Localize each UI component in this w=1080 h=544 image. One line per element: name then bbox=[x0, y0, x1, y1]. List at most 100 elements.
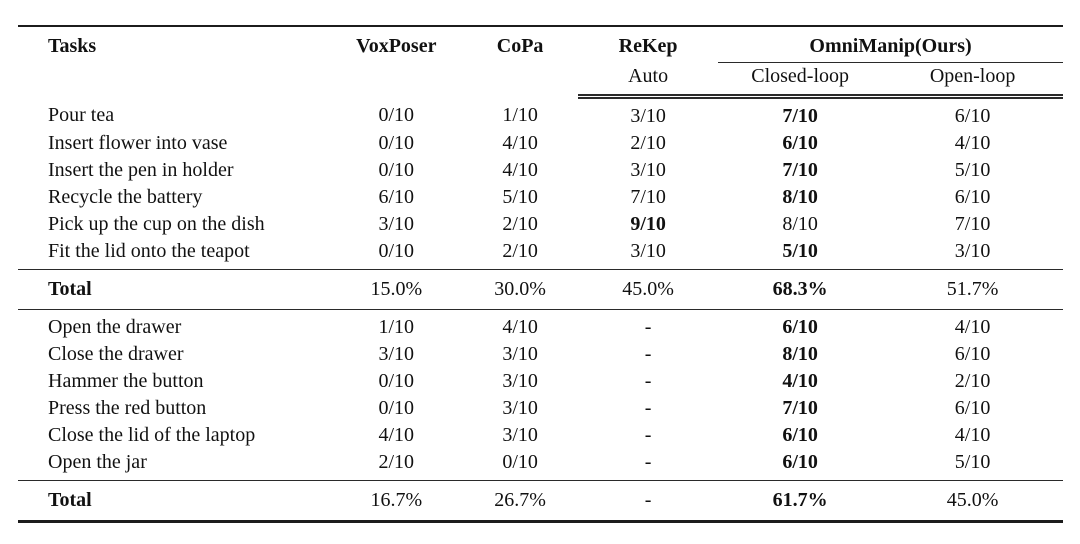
cell-voxposer: 0/10 bbox=[378, 370, 415, 392]
task-label: Fit the lid onto the teapot bbox=[48, 240, 250, 262]
cell-voxposer: 0/10 bbox=[378, 159, 415, 181]
cell-closed-loop: 8/10 bbox=[782, 213, 818, 235]
cell-copa: 4/10 bbox=[502, 159, 538, 181]
cell-closed-loop: 7/10 bbox=[782, 397, 818, 419]
table-row: Fit the lid onto the teapot 0/10 2/10 3/… bbox=[18, 238, 1063, 270]
cell-closed-loop: 7/10 bbox=[782, 105, 818, 127]
total-closed-loop: 61.7% bbox=[718, 480, 883, 522]
cell-copa: 2/10 bbox=[502, 240, 538, 262]
table-row: Recycle the battery 6/10 5/10 7/10 8/10 … bbox=[18, 184, 1063, 211]
total-row: Total 15.0% 30.0% 45.0% 68.3% 51.7% bbox=[18, 269, 1063, 310]
total-rekep: - bbox=[578, 480, 719, 522]
table-row: Press the red button 0/10 3/10 - 7/10 6/… bbox=[18, 395, 1063, 422]
header-rekep: ReKep bbox=[618, 35, 678, 57]
cell-rekep: - bbox=[644, 370, 652, 392]
cell-rekep: - bbox=[644, 424, 652, 446]
cell-rekep: 9/10 bbox=[630, 213, 666, 235]
cell-closed-loop: 5/10 bbox=[782, 240, 818, 262]
cell-voxposer: 0/10 bbox=[378, 240, 415, 262]
table-row: Insert the pen in holder 0/10 4/10 3/10 … bbox=[18, 157, 1063, 184]
total-section-2: Total 16.7% 26.7% - 61.7% 45.0% bbox=[18, 480, 1063, 522]
header-copa: CoPa bbox=[496, 35, 544, 57]
table-row: Open the jar 2/10 0/10 - 6/10 5/10 bbox=[18, 449, 1063, 481]
cell-open-loop: 6/10 bbox=[954, 186, 991, 208]
task-section-1: Pour tea 0/10 1/10 3/10 7/10 6/10 Insert… bbox=[18, 97, 1063, 270]
header-open-loop: Open-loop bbox=[882, 62, 1063, 99]
task-label: Hammer the button bbox=[48, 370, 204, 392]
cell-copa: 3/10 bbox=[502, 343, 538, 365]
total-voxposer: 15.0% bbox=[330, 269, 463, 310]
cell-closed-loop: 6/10 bbox=[782, 451, 818, 473]
cell-closed-loop: 7/10 bbox=[782, 159, 818, 181]
header-omnimanip-group: OmniManip(Ours) bbox=[718, 26, 1063, 63]
cell-copa: 3/10 bbox=[502, 424, 538, 446]
table-row: Insert flower into vase 0/10 4/10 2/10 6… bbox=[18, 130, 1063, 157]
cell-copa: 3/10 bbox=[502, 397, 538, 419]
task-section-2: Open the drawer 1/10 4/10 - 6/10 4/10 Cl… bbox=[18, 310, 1063, 481]
cell-open-loop: 6/10 bbox=[954, 105, 991, 127]
cell-voxposer: 3/10 bbox=[378, 343, 415, 365]
total-closed-loop: 68.3% bbox=[718, 269, 883, 310]
cell-voxposer: 1/10 bbox=[378, 316, 415, 338]
cell-voxposer: 6/10 bbox=[378, 186, 415, 208]
cell-copa: 0/10 bbox=[502, 451, 538, 473]
cell-voxposer: 4/10 bbox=[378, 424, 415, 446]
cell-rekep: - bbox=[644, 451, 652, 473]
cell-rekep: - bbox=[644, 316, 652, 338]
cell-copa: 4/10 bbox=[502, 132, 538, 154]
task-label: Close the drawer bbox=[48, 343, 184, 365]
table-row: Open the drawer 1/10 4/10 - 6/10 4/10 bbox=[18, 310, 1063, 342]
table-row: Close the lid of the laptop 4/10 3/10 - … bbox=[18, 422, 1063, 449]
header-rekep-auto: Auto bbox=[578, 62, 719, 99]
task-label: Pour tea bbox=[48, 103, 115, 126]
header-row-sub: Auto Closed-loop Open-loop bbox=[18, 62, 1063, 99]
cell-rekep: - bbox=[644, 397, 652, 419]
cell-closed-loop: 4/10 bbox=[782, 370, 818, 392]
header-closed-loop: Closed-loop bbox=[718, 62, 883, 99]
cell-open-loop: 5/10 bbox=[954, 159, 991, 181]
total-open-loop: 51.7% bbox=[882, 269, 1063, 310]
cell-copa: 4/10 bbox=[502, 316, 538, 338]
cell-voxposer: 3/10 bbox=[378, 213, 415, 235]
total-rekep: 45.0% bbox=[578, 269, 719, 310]
cell-open-loop: 6/10 bbox=[954, 343, 991, 365]
task-label: Open the jar bbox=[48, 451, 147, 473]
total-label: Total bbox=[18, 480, 331, 522]
cell-open-loop: 4/10 bbox=[954, 316, 991, 338]
results-table-container: Tasks VoxPoser CoPa ReKep OmniManip(Ours… bbox=[18, 25, 1063, 523]
total-section-1: Total 15.0% 30.0% 45.0% 68.3% 51.7% bbox=[18, 269, 1063, 310]
cell-open-loop: 4/10 bbox=[954, 424, 991, 446]
cell-open-loop: 5/10 bbox=[954, 451, 991, 473]
total-copa: 30.0% bbox=[462, 269, 579, 310]
header-tasks: Tasks bbox=[48, 35, 97, 57]
table-header: Tasks VoxPoser CoPa ReKep OmniManip(Ours… bbox=[18, 26, 1063, 99]
total-label: Total bbox=[18, 269, 331, 310]
task-label: Close the lid of the laptop bbox=[48, 424, 256, 446]
cell-voxposer: 2/10 bbox=[378, 451, 415, 473]
total-open-loop: 45.0% bbox=[882, 480, 1063, 522]
task-label: Pick up the cup on the dish bbox=[48, 213, 265, 235]
task-label: Open the drawer bbox=[48, 316, 182, 338]
cell-voxposer: 0/10 bbox=[378, 103, 415, 126]
cell-voxposer: 0/10 bbox=[378, 132, 415, 154]
header-row-main: Tasks VoxPoser CoPa ReKep OmniManip(Ours… bbox=[18, 26, 1063, 63]
cell-closed-loop: 6/10 bbox=[782, 316, 818, 338]
table-row: Close the drawer 3/10 3/10 - 8/10 6/10 bbox=[18, 341, 1063, 368]
cell-rekep: 2/10 bbox=[630, 132, 666, 154]
cell-open-loop: 4/10 bbox=[954, 132, 991, 154]
cell-copa: 2/10 bbox=[502, 213, 538, 235]
cell-rekep: 3/10 bbox=[630, 240, 666, 262]
task-label: Recycle the battery bbox=[48, 186, 203, 208]
cell-rekep: 3/10 bbox=[630, 159, 666, 181]
cell-open-loop: 6/10 bbox=[954, 397, 991, 419]
cell-closed-loop: 8/10 bbox=[782, 343, 818, 365]
task-label: Press the red button bbox=[48, 397, 207, 419]
table-row: Hammer the button 0/10 3/10 - 4/10 2/10 bbox=[18, 368, 1063, 395]
total-copa: 26.7% bbox=[462, 480, 579, 522]
cell-closed-loop: 8/10 bbox=[782, 186, 818, 208]
cell-open-loop: 7/10 bbox=[954, 213, 991, 235]
cell-open-loop: 2/10 bbox=[954, 370, 991, 392]
cell-rekep: 3/10 bbox=[630, 105, 666, 127]
cell-rekep: 7/10 bbox=[630, 186, 666, 208]
cell-voxposer: 0/10 bbox=[378, 397, 415, 419]
